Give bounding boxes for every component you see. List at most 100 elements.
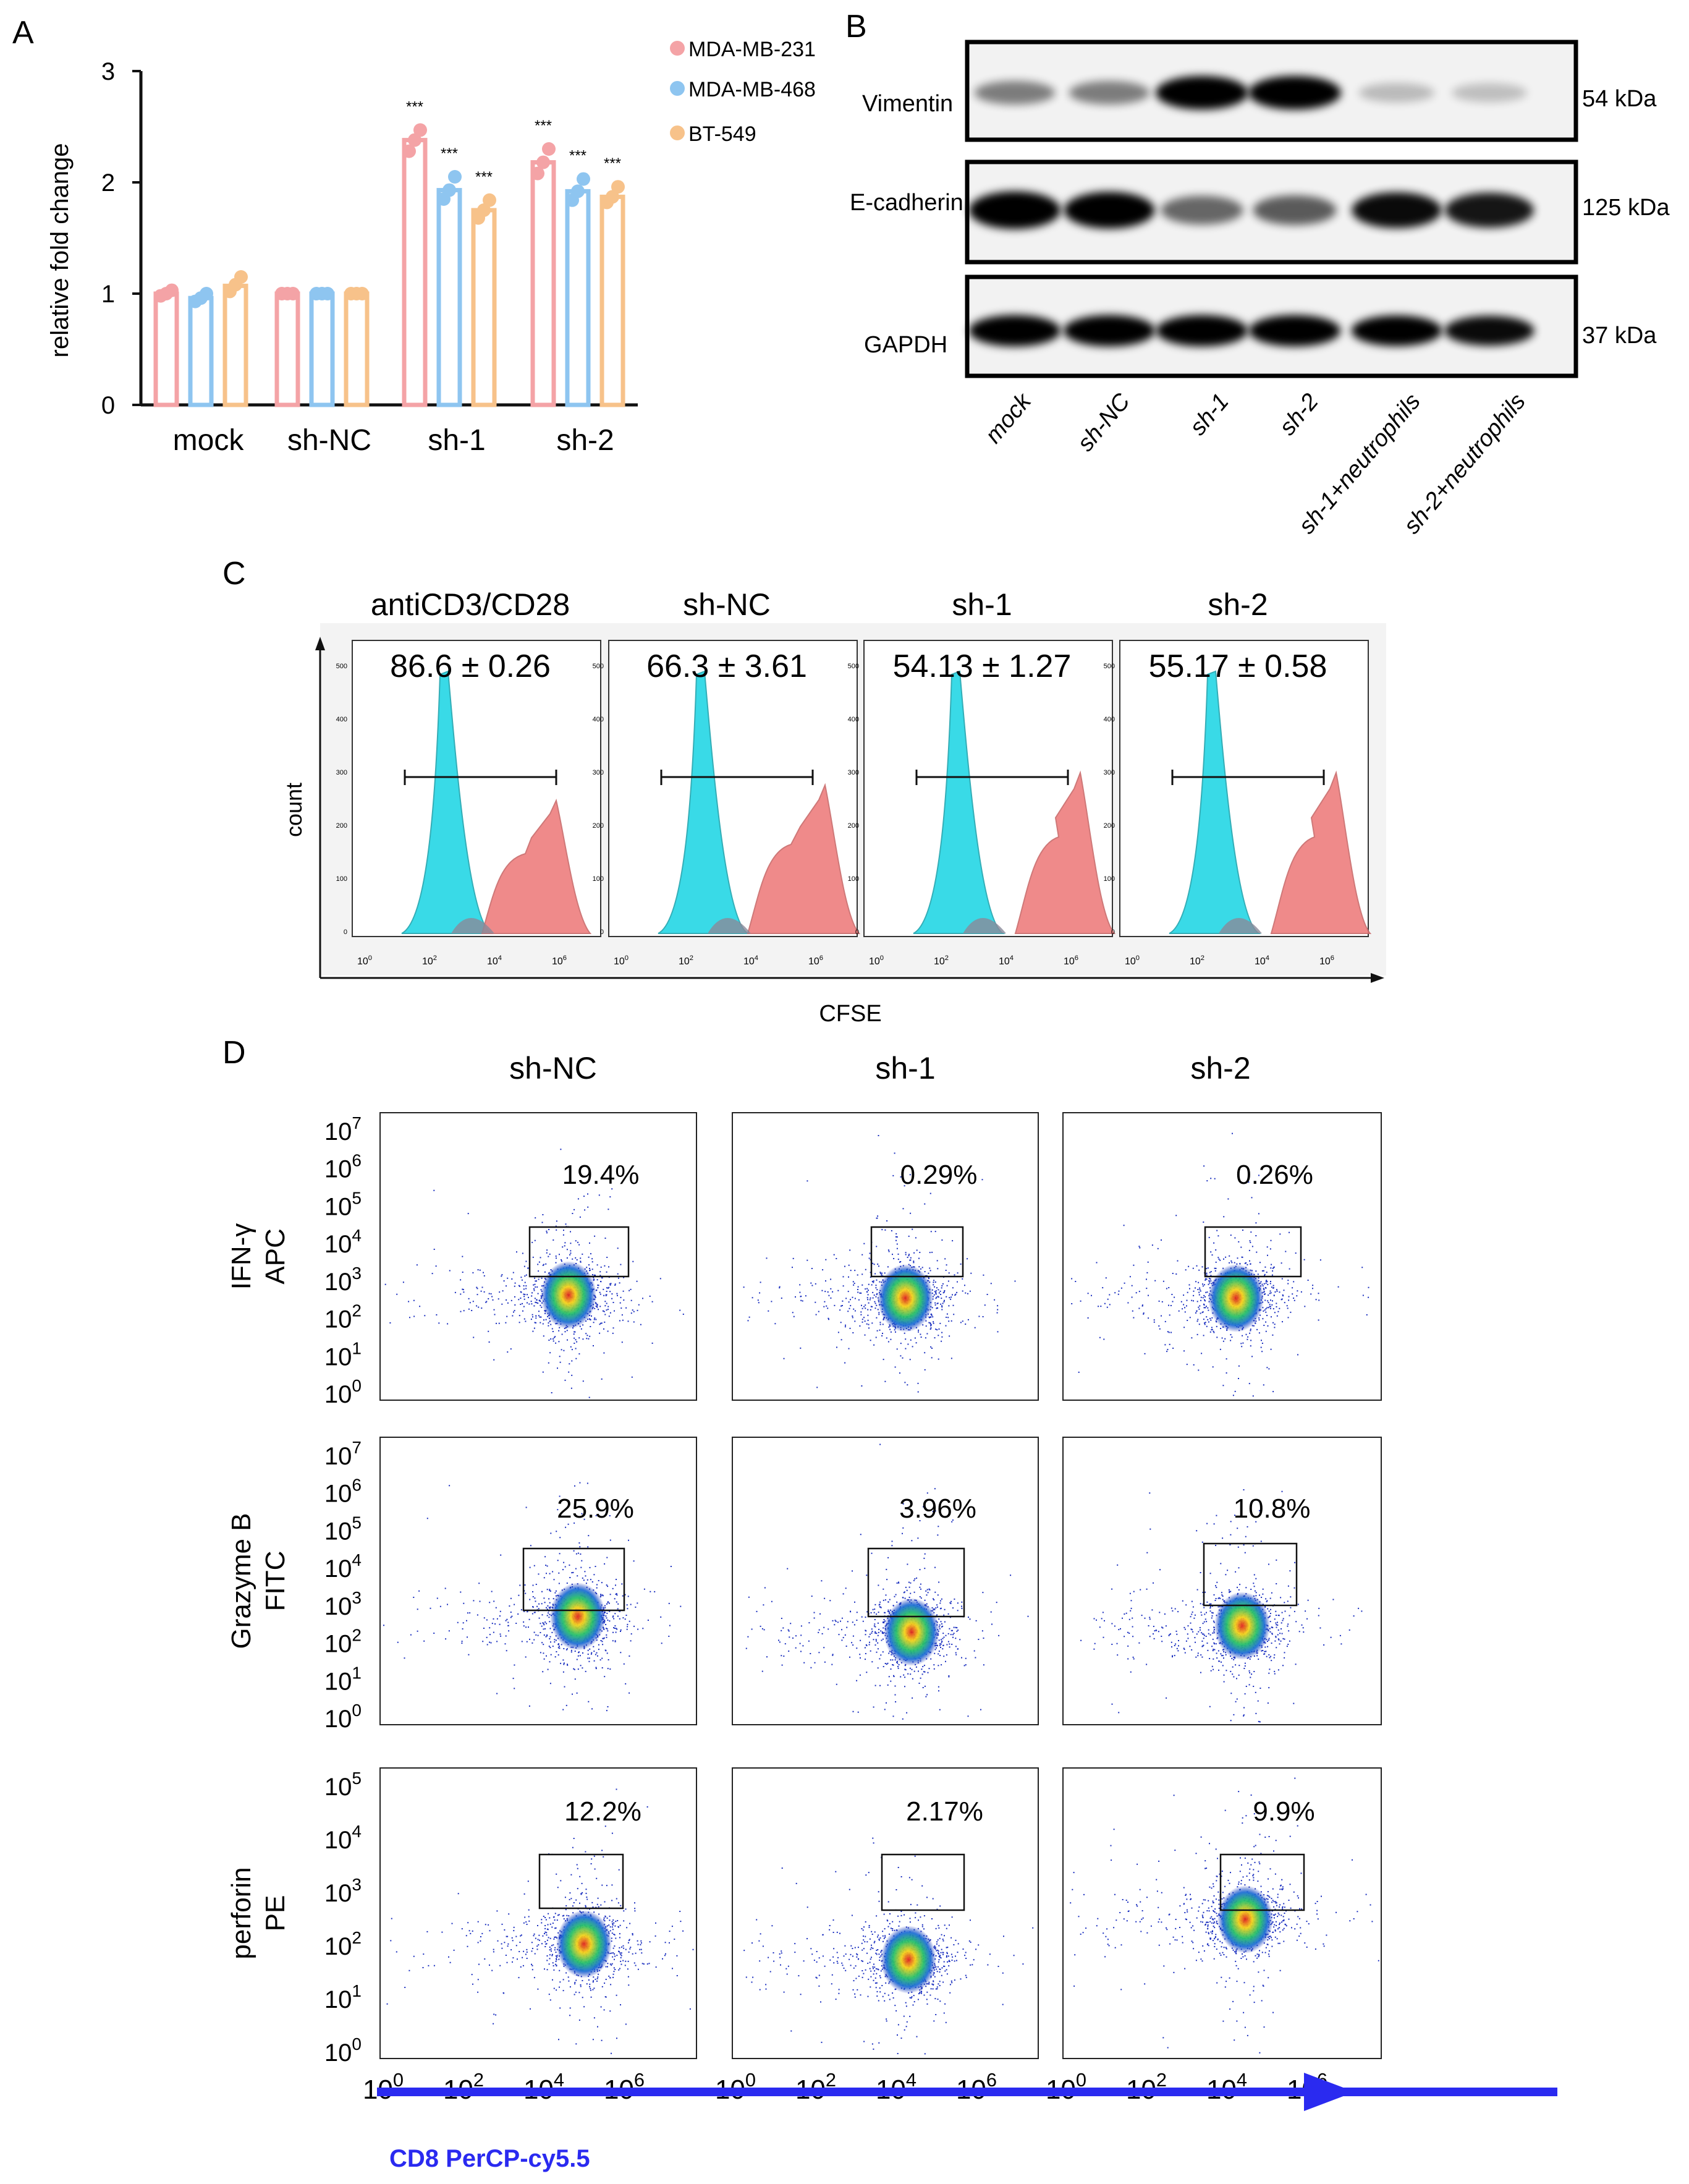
flow-row-label-fluor: PE	[260, 1895, 290, 1932]
flow-density-core	[1208, 1264, 1264, 1332]
flow-events	[743, 1135, 1016, 1393]
flow-column-title-sh-NC: sh-NC	[509, 1051, 597, 1086]
flow-row-FITC: Grazyme B FITC 107 106 105 104 103 102 101 100 25.…	[226, 1437, 1382, 1733]
lane-label-sh-1: sh-1	[1185, 389, 1234, 441]
flow-y-tick: 103	[324, 1264, 362, 1296]
significance-mark: ***	[406, 98, 423, 115]
cfse-plot-box	[1119, 640, 1369, 937]
flow-plot: 2.17%	[732, 1767, 1039, 2059]
panel-a-y-label: relative fold change	[46, 143, 74, 358]
flow-percentage: 0.26%	[1236, 1160, 1313, 1190]
flow-y-tick: 105	[324, 1188, 362, 1220]
flow-percentage: 2.17%	[906, 1796, 983, 1827]
flow-plot-frame	[1062, 1437, 1382, 1725]
gray-overlap	[451, 918, 494, 933]
flow-percentage: 3.96%	[899, 1494, 976, 1524]
data-point	[571, 184, 585, 198]
cfse-x-tick: 100	[614, 954, 629, 967]
x-category-sh-NC: sh-NC	[287, 424, 371, 457]
cfse-value: 54.13 ± 1.27	[893, 648, 1072, 684]
flow-y-tick: 102	[324, 1928, 362, 1960]
bar-MDA-MB-468-sh-NC	[309, 291, 335, 407]
cfse-title: sh-1	[952, 587, 1012, 622]
data-point	[611, 180, 625, 194]
flow-gate	[528, 1226, 630, 1278]
cfse-y-tick: 300	[848, 769, 859, 776]
flow-density-core	[1214, 1592, 1270, 1660]
blot-size-ecadherin: 125 kDa	[1582, 195, 1670, 221]
cfse-y-tick: 400	[593, 716, 604, 723]
data-point	[200, 287, 213, 300]
cfse-x-tick: 102	[422, 954, 437, 967]
red-histogram	[481, 798, 592, 934]
data-point	[542, 142, 556, 156]
flow-row-label-fluor: APC	[260, 1228, 290, 1284]
flow-y-tick: 102	[324, 1626, 362, 1658]
data-point	[165, 283, 179, 297]
cfse-title: sh-NC	[683, 587, 771, 622]
flow-row-label-marker: IFN-γ	[226, 1223, 256, 1290]
blot-band	[1444, 315, 1534, 346]
flow-y-tick: 106	[324, 1151, 362, 1183]
cfse-histogram-sh-2: sh-2 55.17 ± 0.58 0 100 200 300 400 500 100 102 10…	[1104, 587, 1372, 967]
cfse-histogram-sh-1: sh-1 54.13 ± 1.27 0 100 200 300 400 500 100 102 10…	[848, 587, 1116, 967]
data-point	[606, 190, 619, 204]
cyan-histogram	[658, 670, 750, 934]
cfse-y-tick: 500	[1104, 663, 1115, 670]
bar-MDA-MB-468-sh-2	[565, 189, 591, 407]
data-point	[577, 172, 590, 186]
flow-y-tick: 100	[324, 2034, 362, 2067]
blot-band	[1352, 192, 1442, 229]
flow-plot-frame	[732, 1112, 1039, 1401]
blot-band	[1351, 315, 1442, 346]
cfse-y-tick: 300	[593, 769, 604, 776]
blot-band	[1069, 80, 1150, 105]
data-point	[234, 270, 248, 284]
bar-MDA-MB-231-mock	[153, 291, 179, 407]
red-histogram	[1270, 770, 1372, 934]
cfse-x-tick: 106	[1319, 954, 1334, 967]
panel-letter-c: C	[222, 556, 246, 592]
flow-x-tick: 104	[876, 2069, 916, 2105]
flow-y-tick: 101	[324, 1663, 362, 1695]
data-point	[448, 170, 462, 184]
cfse-value: 55.17 ± 0.58	[1149, 648, 1327, 684]
flow-x-tick: 104	[523, 2069, 564, 2105]
panel-letter-a: A	[12, 15, 34, 51]
panel-a-bar-chart: relative fold change 0 1 2 3 *** *** *** *** **…	[46, 38, 816, 457]
data-point	[408, 133, 421, 147]
cfse-x-tick: 106	[552, 954, 567, 967]
flow-percentage: 9.9%	[1253, 1796, 1314, 1827]
flow-gate	[522, 1547, 625, 1612]
data-point	[321, 287, 334, 300]
flow-column-title-sh-2: sh-2	[1190, 1051, 1250, 1086]
panel-letter-d: D	[222, 1035, 246, 1071]
flow-density-core	[541, 1261, 596, 1329]
cfse-y-tick: 200	[593, 822, 604, 830]
x-category-sh-2: sh-2	[556, 424, 614, 457]
cfse-y-tick: 100	[848, 875, 859, 883]
data-point	[531, 166, 544, 181]
flow-gate	[867, 1547, 965, 1618]
blot-protein-vimentin: Vimentin	[862, 91, 953, 117]
cfse-x-tick: 106	[808, 954, 823, 967]
flow-density-core	[556, 1910, 612, 1978]
flow-y-tick: 107	[324, 1438, 362, 1470]
flow-x-tick: 104	[1206, 2069, 1247, 2105]
blot-band	[1161, 195, 1243, 225]
flow-plot-frame	[1062, 1112, 1382, 1401]
flow-density-core	[881, 1926, 936, 1994]
flow-y-tick: 100	[324, 1701, 362, 1733]
cfse-title: antiCD3/CD28	[371, 587, 570, 622]
flow-y-tick: 101	[324, 1981, 362, 2013]
cfse-x-tick: 104	[999, 954, 1014, 967]
panel-d-flow-cytometry: sh-NC sh-1 sh-2 IFN-γ APC 107 106 105 104 103 102…	[226, 1051, 1557, 2172]
panel-c-proliferation: count CFSE antiCD3/CD28 86.6 ± 0.26 0 100 20…	[281, 587, 1386, 1027]
flow-density-core	[878, 1264, 933, 1332]
flow-y-tick: 102	[324, 1301, 362, 1333]
cfse-x-tick: 106	[1064, 954, 1078, 967]
flow-plot: 0.26%	[1062, 1112, 1382, 1401]
flow-x-tick: 102	[1126, 2069, 1167, 2105]
blot-band	[968, 315, 1061, 347]
flow-x-tick: 106	[956, 2069, 997, 2105]
